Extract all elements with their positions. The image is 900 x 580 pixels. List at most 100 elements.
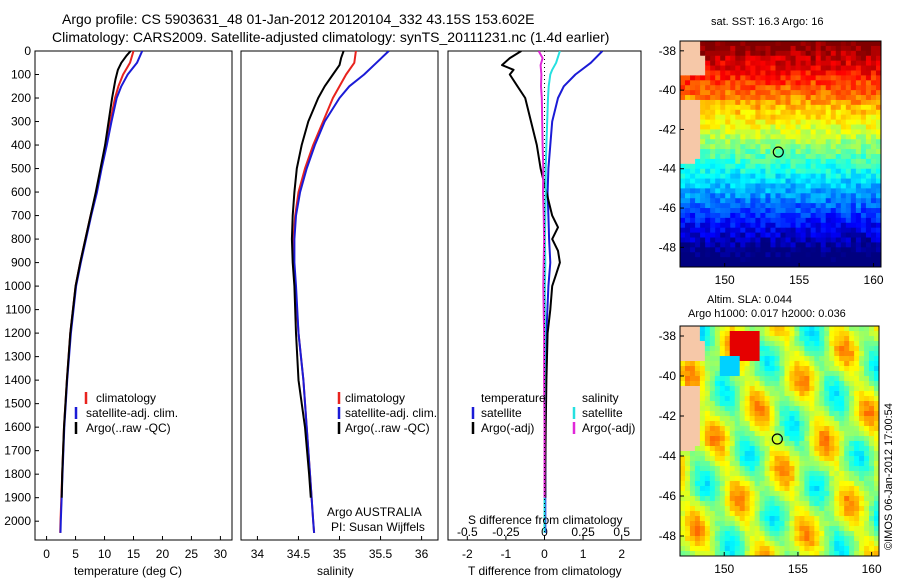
sla-map-cell bbox=[804, 376, 810, 382]
sst-map-cell bbox=[805, 262, 812, 267]
sst-map-cell bbox=[750, 80, 756, 86]
sla-map-cell bbox=[754, 331, 761, 337]
sst-map-cell bbox=[865, 45, 872, 52]
sst-map-cell bbox=[765, 80, 772, 86]
sst-map-cell bbox=[875, 208, 881, 214]
sst-map-cell bbox=[790, 50, 797, 57]
sla-map-cell bbox=[849, 496, 855, 502]
sla-map-cell bbox=[684, 436, 691, 442]
sla-map-cell bbox=[759, 441, 766, 447]
sst-map-cell bbox=[845, 45, 852, 52]
sla-map-cell bbox=[784, 471, 791, 477]
sla-map-cell bbox=[714, 391, 721, 397]
sla-map-cell bbox=[724, 476, 731, 482]
sla-map-cell bbox=[849, 381, 855, 387]
sla-map-cell bbox=[834, 491, 840, 497]
sla-map-cell bbox=[809, 516, 815, 522]
sst-map-cell bbox=[845, 90, 852, 96]
sla-map-cell bbox=[739, 531, 746, 537]
sla-map-cell bbox=[829, 341, 835, 347]
sst-map-cell bbox=[720, 114, 726, 121]
sst-map-cell bbox=[805, 41, 812, 47]
sst-map-cell bbox=[685, 144, 691, 150]
sst-map-cell bbox=[875, 134, 881, 140]
sla-map-cell bbox=[774, 481, 781, 487]
sst-map-cell bbox=[725, 227, 731, 234]
sla-map-cell bbox=[819, 521, 825, 527]
sla-map-cell bbox=[699, 411, 706, 417]
sla-map-cell bbox=[749, 541, 756, 547]
sst-map-cell bbox=[865, 227, 872, 234]
sla-map-cell bbox=[694, 401, 701, 407]
pi-label: PI: Susan Wijffels bbox=[331, 520, 425, 534]
sst-map-cell bbox=[735, 144, 741, 150]
sla-map-cell bbox=[874, 516, 879, 522]
sla-map-cell bbox=[684, 401, 691, 407]
sst-map-cell bbox=[700, 60, 706, 67]
sla-map-cell bbox=[829, 551, 835, 556]
sst-map-cell bbox=[795, 99, 802, 106]
sla-map-cell bbox=[784, 401, 791, 407]
sst-map-cell bbox=[765, 104, 772, 111]
sla-map-cell bbox=[829, 451, 835, 457]
sst-map-cell bbox=[820, 168, 827, 175]
sla-map-cell bbox=[719, 366, 726, 372]
sst-map-cell bbox=[825, 60, 832, 67]
sla-map-cell bbox=[829, 456, 835, 462]
sla-map-cell bbox=[839, 426, 845, 432]
sla-map-cell bbox=[819, 431, 825, 437]
sla-map-cell bbox=[804, 386, 810, 392]
sla-map-cell bbox=[749, 346, 756, 352]
sla-map-cell bbox=[789, 406, 796, 412]
sla-map-cell bbox=[824, 531, 830, 537]
sst-map-cell bbox=[865, 60, 872, 67]
sla-map-cell bbox=[689, 331, 696, 337]
sst-map-cell bbox=[720, 80, 726, 86]
org-label: Argo AUSTRALIA bbox=[327, 505, 422, 519]
sla-map-cell bbox=[829, 506, 835, 512]
sst-map-cell bbox=[855, 178, 862, 185]
sst-map-cell bbox=[810, 134, 817, 140]
sla-map-cell bbox=[699, 441, 706, 447]
sst-map-cell bbox=[835, 90, 842, 96]
sst-map-cell bbox=[815, 85, 822, 91]
sla-map-cell bbox=[849, 386, 855, 392]
sst-map-cell bbox=[760, 247, 767, 253]
sst-map-cell bbox=[785, 193, 792, 199]
sla-map-cell bbox=[834, 426, 840, 432]
sst-map-cell bbox=[875, 129, 881, 135]
sst-map-cell bbox=[825, 95, 832, 101]
sla-map-cell bbox=[784, 381, 791, 387]
sst-map-cell bbox=[780, 198, 787, 204]
sst-map-cell bbox=[690, 85, 696, 91]
sla-map-cell bbox=[864, 441, 870, 447]
sst-map-cell bbox=[700, 198, 706, 204]
sla-map-cell bbox=[689, 376, 696, 382]
sst-map-cell bbox=[705, 124, 711, 131]
sla-map-cell bbox=[759, 461, 766, 467]
sla-map-cell bbox=[764, 526, 771, 532]
sst-map-cell bbox=[745, 217, 751, 224]
sla-map-cell bbox=[749, 551, 756, 556]
sla-map-cell bbox=[799, 511, 805, 517]
sla-map-cell bbox=[819, 421, 825, 427]
sla-map-cell bbox=[864, 531, 870, 537]
sst-map-cell bbox=[790, 154, 797, 160]
sla-map-cell bbox=[849, 341, 855, 347]
temperature-plot-frame bbox=[34, 50, 233, 541]
sla-map-cell bbox=[844, 341, 850, 347]
sst-map-cell bbox=[680, 173, 686, 180]
sla-map-cell bbox=[719, 426, 726, 432]
sla-map-cell bbox=[824, 481, 830, 487]
sla-map-cell bbox=[759, 361, 766, 367]
sst-argo-position-marker bbox=[772, 146, 784, 158]
sla-map-cell bbox=[714, 461, 721, 467]
sla-map-cell bbox=[749, 386, 756, 392]
sla-map-cell bbox=[724, 436, 731, 442]
sst-map-cell bbox=[830, 50, 837, 57]
sst-map-cell bbox=[730, 262, 736, 267]
sst-map-cell bbox=[825, 65, 832, 72]
sla-map-cell bbox=[694, 501, 701, 507]
sst-map-cell bbox=[865, 178, 872, 185]
sst-map-cell bbox=[815, 50, 822, 57]
